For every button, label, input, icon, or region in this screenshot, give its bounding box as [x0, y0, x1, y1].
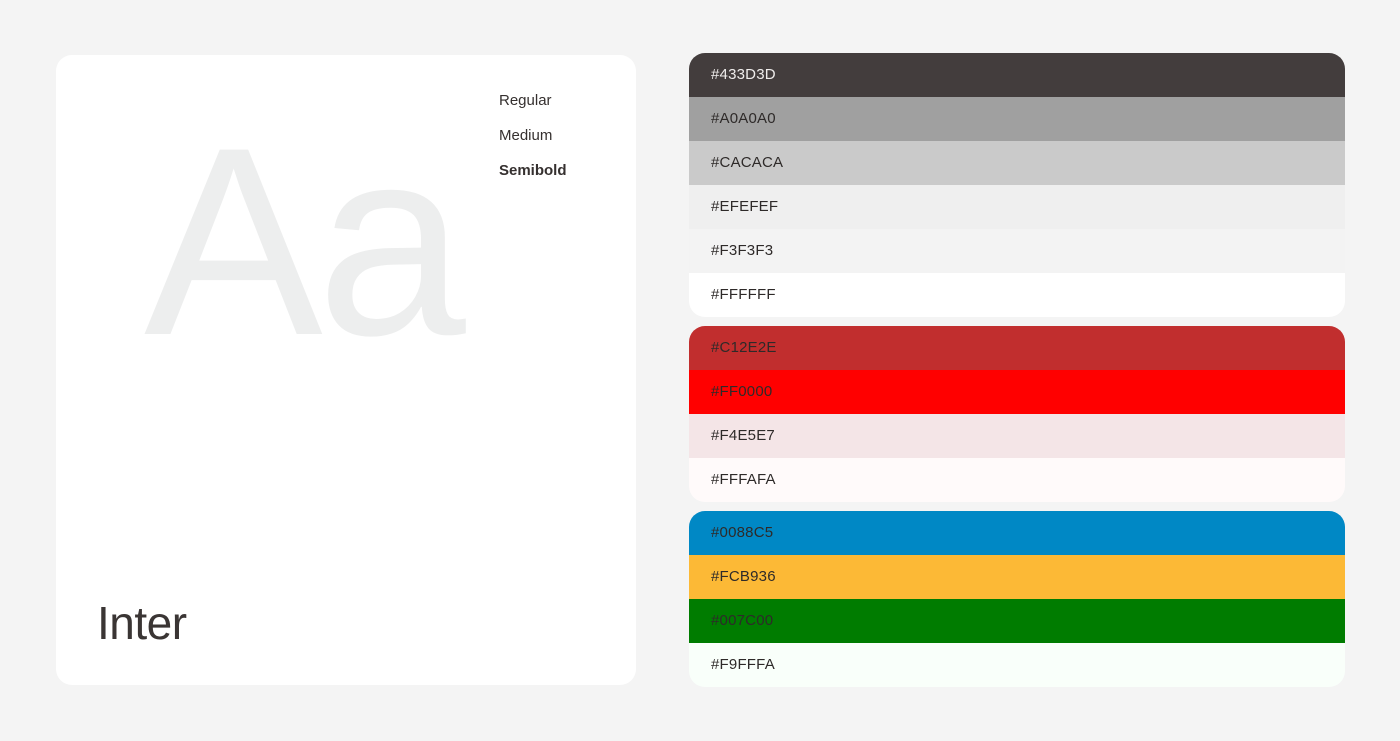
font-weight-regular: Regular	[499, 92, 552, 109]
color-swatch[interactable]: #A0A0A0	[689, 97, 1345, 141]
font-weight-list: Regular Medium Semibold	[499, 93, 567, 179]
color-swatch[interactable]: #433D3D	[689, 53, 1345, 97]
color-hex-label: #007C00	[711, 612, 774, 629]
color-hex-label: #EFEFEF	[711, 198, 779, 215]
color-hex-label: #F4E5E7	[711, 427, 775, 444]
color-swatch[interactable]: #F4E5E7	[689, 414, 1345, 458]
typography-card: Aa Regular Medium Semibold Inter	[56, 55, 636, 685]
color-swatch[interactable]: #F9FFFA	[689, 643, 1345, 687]
typeface-specimen-aa: Aa	[144, 91, 466, 391]
color-hex-label: #C12E2E	[711, 339, 777, 356]
swatch-group-accents: #0088C5 #FCB936 #007C00 #F9FFFA	[689, 511, 1345, 687]
color-swatch[interactable]: #FFFFFF	[689, 273, 1345, 317]
color-swatch[interactable]: #EFEFEF	[689, 185, 1345, 229]
color-palette: #433D3D #A0A0A0 #CACACA #EFEFEF #F3F3F3 #FFFF…	[689, 53, 1345, 687]
color-hex-label: #FCB936	[711, 568, 776, 585]
color-swatch[interactable]: #FF0000	[689, 370, 1345, 414]
color-swatch[interactable]: #FCB936	[689, 555, 1345, 599]
color-hex-label: #0088C5	[711, 524, 774, 541]
color-hex-label: #FF0000	[711, 383, 773, 400]
font-weight-medium: Medium	[499, 127, 553, 144]
swatch-group-reds: #C12E2E #FF0000 #F4E5E7 #FFFAFA	[689, 326, 1345, 502]
color-hex-label: #A0A0A0	[711, 110, 776, 127]
color-hex-label: #CACACA	[711, 154, 784, 171]
color-swatch[interactable]: #F3F3F3	[689, 229, 1345, 273]
font-weight-semibold: Semibold	[499, 162, 567, 179]
color-swatch[interactable]: #CACACA	[689, 141, 1345, 185]
color-swatch[interactable]: #FFFAFA	[689, 458, 1345, 502]
typeface-name: Inter	[97, 597, 187, 649]
color-hex-label: #FFFAFA	[711, 471, 776, 488]
color-swatch[interactable]: #0088C5	[689, 511, 1345, 555]
swatch-group-neutrals: #433D3D #A0A0A0 #CACACA #EFEFEF #F3F3F3 #FFFF…	[689, 53, 1345, 317]
color-hex-label: #FFFFFF	[711, 286, 776, 303]
color-hex-label: #F3F3F3	[711, 242, 774, 259]
color-hex-label: #433D3D	[711, 66, 776, 83]
color-hex-label: #F9FFFA	[711, 656, 775, 673]
color-swatch[interactable]: #C12E2E	[689, 326, 1345, 370]
color-swatch[interactable]: #007C00	[689, 599, 1345, 643]
